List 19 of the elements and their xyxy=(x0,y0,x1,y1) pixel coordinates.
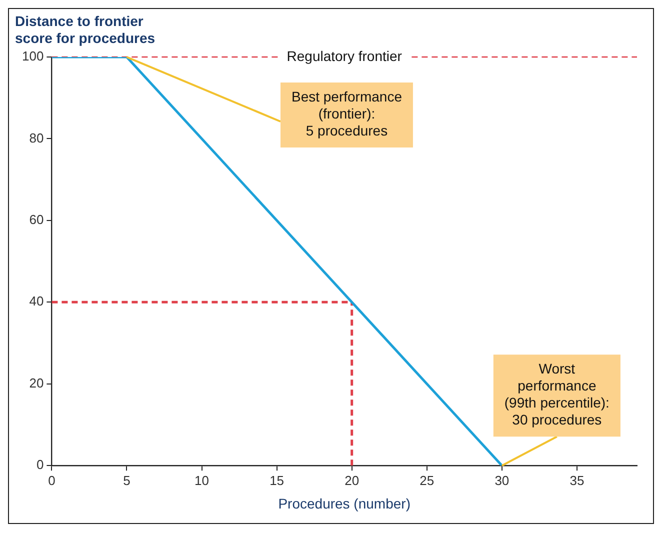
annotation: Best performance (frontier): 5 procedures xyxy=(291,88,402,138)
y-axis-title: Distance to frontier score for procedures xyxy=(15,12,156,46)
x-tick-label: 0 xyxy=(48,472,56,488)
x-tick-label: 5 xyxy=(123,472,130,488)
ref-line-label: Regulatory frontier xyxy=(286,48,402,64)
y-tick-label: 60 xyxy=(29,212,44,228)
x-tick-label: 15 xyxy=(270,472,284,488)
y-tick-label: 0 xyxy=(36,457,44,472)
x-tick-label: 10 xyxy=(194,472,210,488)
y-tick-label: 100 xyxy=(22,48,44,64)
x-tick-label: 35 xyxy=(570,472,584,488)
y-tick-label: 80 xyxy=(29,130,44,146)
y-tick-label: 20 xyxy=(29,375,44,390)
x-tick-label: 25 xyxy=(420,472,434,488)
x-tick-label: 30 xyxy=(494,472,510,488)
y-tick-label: 40 xyxy=(29,294,44,309)
x-axis-title: Procedures (number) xyxy=(278,495,410,512)
x-tick-label: 20 xyxy=(344,472,360,488)
annotation: Worst performance (99th percentile): 30 procedures xyxy=(504,360,610,428)
